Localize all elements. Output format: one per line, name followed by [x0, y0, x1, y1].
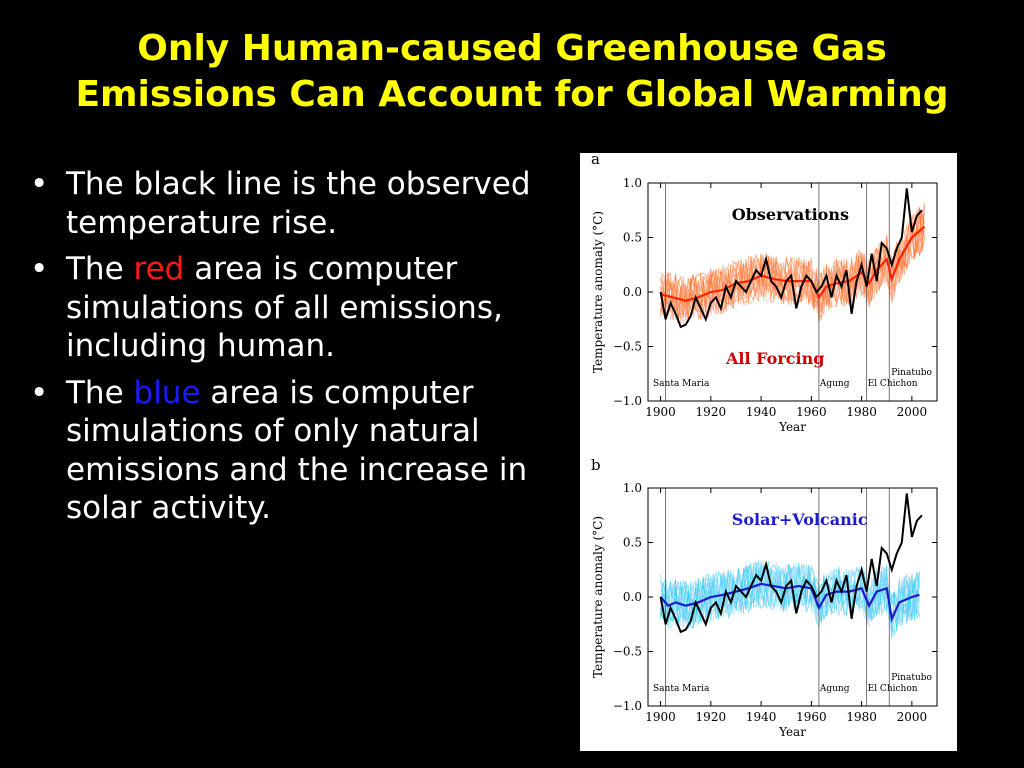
x-tick-label: 1940	[746, 405, 777, 419]
volcano-label: Santa Maria	[653, 379, 710, 389]
ensemble-member-line	[660, 210, 925, 317]
y-tick-label: −0.5	[613, 340, 642, 354]
bullet-item: • The blue area is computer simulations …	[26, 374, 546, 528]
panel-letter: b	[591, 456, 601, 474]
x-tick-label: 1980	[846, 405, 877, 419]
ensemble-member-line	[660, 208, 925, 320]
title-line-2: Emissions Can Account for Global Warming	[75, 74, 949, 115]
bullet-item: • The black line is the observed tempera…	[26, 165, 546, 242]
x-tick-label: 1960	[796, 710, 827, 724]
panel-letter: a	[591, 153, 600, 168]
bullet-text: The black line is the observed temperatu…	[66, 166, 531, 241]
y-tick-label: 0.5	[623, 231, 642, 245]
x-tick-label: 1940	[746, 710, 777, 724]
model-mean-line	[659, 582, 920, 623]
title-line-1: Only Human-caused Greenhouse Gas	[137, 28, 887, 69]
x-tick-label: 2000	[897, 710, 928, 724]
bullet-prefix: The	[66, 374, 134, 411]
red-highlight-word: red	[133, 251, 185, 287]
x-tick-label: 1920	[696, 710, 727, 724]
climate-figure: a Santa Maria Agung El Chichon Pinatubo 1.0 0.…	[580, 153, 957, 751]
bullet-suffix: area is computer simulations of all emis…	[66, 251, 503, 364]
x-tick-label: 1900	[645, 710, 676, 724]
y-tick-label: −1.0	[613, 394, 642, 408]
x-axis-label: Year	[778, 420, 806, 434]
volcano-label: Agung	[819, 684, 850, 694]
x-tick-label: 1980	[846, 710, 877, 724]
panel-label: Solar+Volcanic	[732, 510, 868, 529]
x-axis-label: Year	[778, 725, 806, 739]
slide-title: Only Human-caused Greenhouse Gas Emissio…	[0, 26, 1024, 118]
y-tick-label: 1.0	[623, 176, 642, 190]
observed-line	[659, 493, 923, 634]
bullet-marker: •	[30, 251, 49, 287]
bullet-suffix: area is computer simulations of only nat…	[66, 374, 528, 527]
y-tick-label: 1.0	[623, 481, 642, 495]
bullet-list: • The black line is the observed tempera…	[26, 165, 546, 536]
x-tick-label: 2000	[897, 405, 928, 419]
blue-highlight-word: blue	[133, 374, 201, 411]
panel-label: All Forcing	[725, 349, 824, 368]
bullet-marker: •	[30, 374, 49, 411]
y-tick-label: 0.0	[623, 590, 642, 604]
x-tick-label: 1920	[696, 405, 727, 419]
x-tick-label: 1960	[796, 405, 827, 419]
volcano-label: Pinatubo	[891, 368, 932, 378]
bullet-item: • The red area is computer simulations o…	[26, 250, 546, 366]
chart-title: Observations	[732, 205, 849, 224]
volcano-label: Agung	[819, 379, 850, 389]
volcano-label: El Chichon	[868, 684, 918, 694]
y-tick-label: −1.0	[613, 699, 642, 713]
x-tick-label: 1900	[645, 405, 676, 419]
volcano-label: Santa Maria	[653, 684, 710, 694]
volcano-label: Pinatubo	[891, 673, 932, 683]
ensemble-member-line	[660, 562, 920, 639]
y-tick-label: 0.0	[623, 285, 642, 299]
bullet-marker: •	[30, 166, 49, 202]
observed-line	[659, 188, 923, 329]
y-axis-label: Temperature anomaly (°C)	[591, 516, 605, 678]
y-tick-label: 0.5	[623, 536, 642, 550]
y-tick-label: −0.5	[613, 645, 642, 659]
bullet-prefix: The	[66, 251, 134, 287]
volcano-label: El Chichon	[868, 379, 918, 389]
y-axis-label: Temperature anomaly (°C)	[591, 211, 605, 373]
ensemble-member-line	[660, 561, 920, 637]
